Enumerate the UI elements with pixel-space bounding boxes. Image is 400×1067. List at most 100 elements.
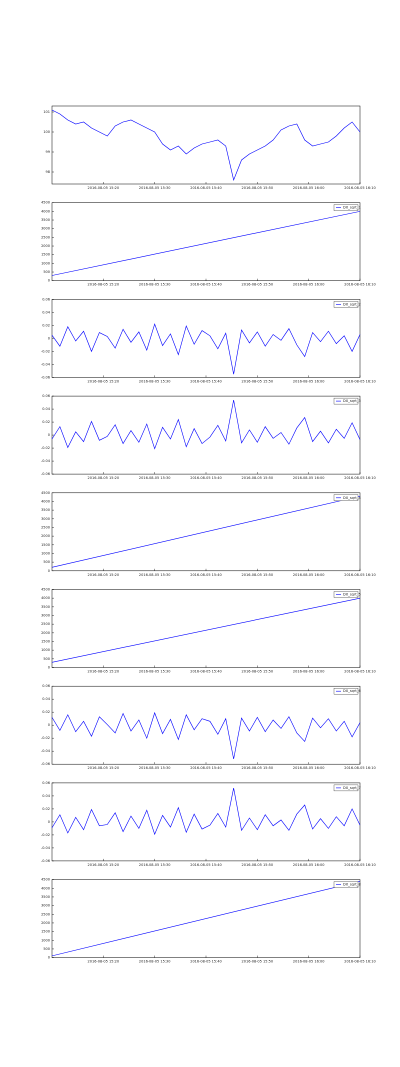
y-tick-label: 2000 (41, 631, 50, 635)
y-tick-label: -0.02 (41, 736, 50, 740)
y-tick-label: 1500 (41, 253, 50, 257)
y-tick-label: 2500 (41, 235, 50, 239)
x-tick-label: 2016-08-05 15:20 (88, 670, 120, 674)
y-tick-label: 500 (43, 657, 50, 661)
y-tick-label: 3000 (41, 227, 50, 231)
x-tick-label: 2016-08-05 16:10 (344, 476, 376, 480)
y-tick-label: 2500 (41, 622, 50, 626)
y-tick-label: 3500 (41, 605, 50, 609)
y-tick-label: 98 (46, 170, 50, 174)
x-tick-label: 2016-08-05 15:20 (88, 960, 120, 964)
y-tick-label: 4500 (41, 491, 50, 495)
x-tick-label: 2016-08-05 15:50 (242, 863, 274, 867)
x-tick-label: 2016-08-05 15:30 (139, 863, 171, 867)
x-tick-label: 2016-08-05 16:10 (344, 670, 376, 674)
x-tick-label: 2016-08-05 15:50 (242, 766, 274, 770)
plot-frame (51, 589, 361, 668)
x-tick-label: 2016-08-05 15:40 (190, 476, 222, 480)
legend-box (333, 301, 359, 308)
y-tick-label: 3000 (41, 614, 50, 618)
x-tick-label: 2016-08-05 15:40 (190, 863, 222, 867)
x-tick-label: 2016-08-05 15:50 (242, 670, 274, 674)
legend-label: DX_sqrt_8 (343, 883, 361, 887)
y-tick-label: 1000 (41, 938, 50, 942)
y-tick-label: 0.06 (42, 394, 50, 398)
x-tick-label: 2016-08-05 16:00 (293, 186, 325, 190)
x-tick-label: 2016-08-05 16:00 (293, 766, 325, 770)
y-tick-label: 1500 (41, 543, 50, 547)
legend-box (333, 688, 359, 695)
legend-label: DX_sqrt_7 (343, 786, 361, 790)
y-tick-label: 0 (48, 956, 50, 960)
x-tick-label: 2016-08-05 16:00 (293, 573, 325, 577)
y-tick-label: 0 (48, 569, 50, 573)
y-tick-label: 500 (43, 270, 50, 274)
series-line (51, 399, 361, 450)
x-tick-label: 2016-08-05 15:30 (139, 186, 171, 190)
y-tick-label: 4000 (41, 886, 50, 890)
plot-frame (51, 395, 361, 475)
y-tick-label: 0 (48, 820, 50, 824)
x-tick-label: 2016-08-05 15:50 (242, 283, 274, 287)
x-tick-label: 2016-08-05 16:00 (293, 670, 325, 674)
x-tick-label: 2016-08-05 15:50 (242, 186, 274, 190)
x-tick-label: 2016-08-05 16:00 (293, 283, 325, 287)
y-tick-label: 0.02 (42, 710, 50, 714)
x-tick-label: 2016-08-05 15:20 (88, 379, 120, 383)
y-tick-label: 0.02 (42, 807, 50, 811)
y-tick-label: -0.02 (41, 833, 50, 837)
x-tick-label: 2016-08-05 16:10 (344, 379, 376, 383)
y-tick-label: -0.04 (41, 749, 51, 753)
y-tick-label: 3500 (41, 218, 50, 222)
legend-label: DX_sqrt_5 (343, 593, 361, 597)
legend-box (333, 397, 359, 405)
y-tick-label: 2500 (41, 525, 50, 529)
y-tick-label: -0.04 (41, 846, 51, 850)
y-tick-label: 1000 (41, 648, 50, 652)
x-tick-label: 2016-08-05 16:10 (344, 573, 376, 577)
y-tick-label: 99 (46, 150, 50, 154)
y-tick-label: 0.06 (42, 684, 50, 688)
x-tick-label: 2016-08-05 15:30 (139, 379, 171, 383)
x-tick-label: 2016-08-05 16:00 (293, 960, 325, 964)
x-tick-label: 2016-08-05 16:10 (344, 283, 376, 287)
y-tick-label: -0.06 (41, 472, 50, 476)
x-tick-label: 2016-08-05 15:40 (190, 960, 222, 964)
x-tick-label: 2016-08-05 15:40 (190, 670, 222, 674)
x-tick-label: 2016-08-05 15:50 (242, 476, 274, 480)
x-tick-label: 2016-08-05 15:30 (139, 476, 171, 480)
series-line (51, 211, 361, 276)
y-tick-label: 4500 (41, 588, 50, 592)
x-tick-label: 2016-08-05 15:40 (190, 186, 222, 190)
series-line (51, 788, 361, 836)
x-tick-label: 2016-08-05 15:20 (88, 283, 120, 287)
x-tick-label: 2016-08-05 16:10 (344, 766, 376, 770)
legend-box (333, 204, 359, 211)
y-tick-label: -0.06 (41, 375, 50, 379)
y-tick-label: -0.02 (41, 446, 50, 450)
legend-box (333, 881, 359, 888)
x-tick-label: 2016-08-05 15:30 (139, 960, 171, 964)
x-tick-label: 2016-08-05 16:00 (293, 476, 325, 480)
plot-frame (51, 782, 361, 862)
plot-frame (51, 105, 361, 185)
y-tick-label: 500 (43, 560, 50, 564)
legend-box (333, 591, 359, 598)
y-tick-label: 0.02 (42, 420, 50, 424)
y-tick-label: 100 (43, 130, 50, 134)
y-tick-label: 1500 (41, 930, 50, 934)
x-tick-label: 2016-08-05 15:30 (139, 283, 171, 287)
y-tick-label: 101 (43, 110, 50, 114)
y-tick-label: 0.04 (42, 310, 51, 314)
series-line (51, 597, 361, 663)
y-tick-label: 2000 (41, 244, 50, 248)
x-tick-label: 2016-08-05 15:20 (88, 863, 120, 867)
y-tick-label: 3000 (41, 517, 50, 521)
y-tick-label: -0.06 (41, 762, 50, 766)
plot-frame (51, 202, 361, 281)
y-tick-label: 0 (48, 279, 50, 283)
x-tick-label: 2016-08-05 15:30 (139, 573, 171, 577)
series-line (51, 881, 361, 957)
x-tick-label: 2016-08-05 15:50 (242, 379, 274, 383)
